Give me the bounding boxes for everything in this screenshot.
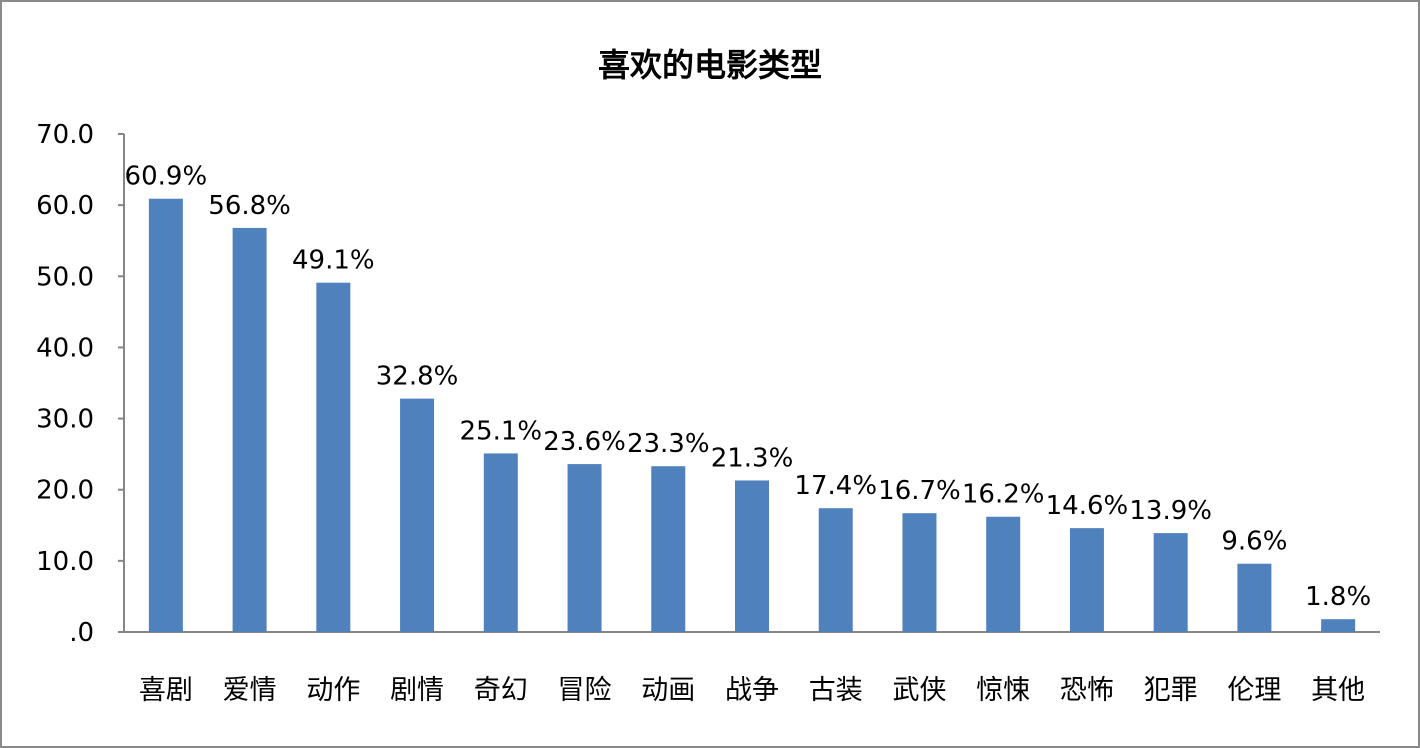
bar xyxy=(986,516,1021,632)
bar xyxy=(651,466,686,632)
y-tick-label: 10.0 xyxy=(36,547,94,577)
y-tick-label: .0 xyxy=(69,618,94,648)
category-label: 动画 xyxy=(641,675,695,706)
data-label: 32.8% xyxy=(376,362,459,392)
bar xyxy=(1321,619,1356,632)
data-label: 56.8% xyxy=(208,191,291,221)
y-tick-label: 70.0 xyxy=(36,120,94,150)
data-label: 60.9% xyxy=(125,162,208,192)
bar xyxy=(1069,528,1104,632)
y-tick-label: 50.0 xyxy=(36,262,94,292)
chart-title: 喜欢的电影类型 xyxy=(597,46,822,84)
bar xyxy=(316,282,351,632)
category-label: 喜剧 xyxy=(139,675,193,706)
bar xyxy=(818,508,853,632)
data-label: 17.4% xyxy=(794,471,877,501)
category-label: 惊悚 xyxy=(976,675,1030,706)
category-labels: 喜剧 爱情 动作 剧情 奇幻 冒险 动画 战争 古装 武侠 惊悚 恐怖 犯罪 伦理 其他 xyxy=(139,675,1365,706)
data-label: 23.3% xyxy=(627,429,710,459)
category-label: 伦理 xyxy=(1227,675,1281,706)
bar xyxy=(902,513,937,632)
bars xyxy=(148,198,1356,633)
bar xyxy=(400,398,435,632)
category-label: 动作 xyxy=(306,675,360,706)
bar xyxy=(735,480,769,632)
bar xyxy=(567,464,602,632)
data-label: 49.1% xyxy=(292,246,375,276)
category-label: 战争 xyxy=(725,675,779,706)
category-label: 古装 xyxy=(809,675,863,706)
category-label: 恐怖 xyxy=(1060,675,1114,706)
data-label: 16.2% xyxy=(962,480,1045,510)
data-label: 16.7% xyxy=(878,476,961,506)
data-label: 23.6% xyxy=(543,427,626,457)
category-label: 奇幻 xyxy=(474,675,528,706)
data-label: 25.1% xyxy=(459,416,542,446)
category-label: 剧情 xyxy=(390,675,444,706)
y-tick-label: 40.0 xyxy=(36,333,94,363)
data-label: 9.6% xyxy=(1221,527,1287,557)
category-label: 爱情 xyxy=(223,675,277,706)
category-label: 其他 xyxy=(1311,675,1365,706)
data-label: 21.3% xyxy=(711,443,794,473)
category-label: 武侠 xyxy=(892,675,946,706)
bar xyxy=(232,227,267,632)
category-label: 冒险 xyxy=(558,675,612,706)
y-tick-label: 60.0 xyxy=(36,191,94,221)
bar xyxy=(1153,533,1188,632)
category-label: 犯罪 xyxy=(1144,675,1198,706)
y-tick-label: 20.0 xyxy=(36,476,94,506)
bar xyxy=(148,198,183,633)
data-label: 13.9% xyxy=(1129,496,1212,526)
bar xyxy=(483,453,518,632)
bar xyxy=(1237,563,1272,632)
data-label: 14.6% xyxy=(1046,491,1129,521)
data-label: 1.8% xyxy=(1305,582,1371,612)
data-labels: 60.9%56.8%49.1% 32.8%25.1% 23.6% 23.3% 21.3%… xyxy=(125,162,1372,612)
y-tick-label: 30.0 xyxy=(36,405,94,435)
